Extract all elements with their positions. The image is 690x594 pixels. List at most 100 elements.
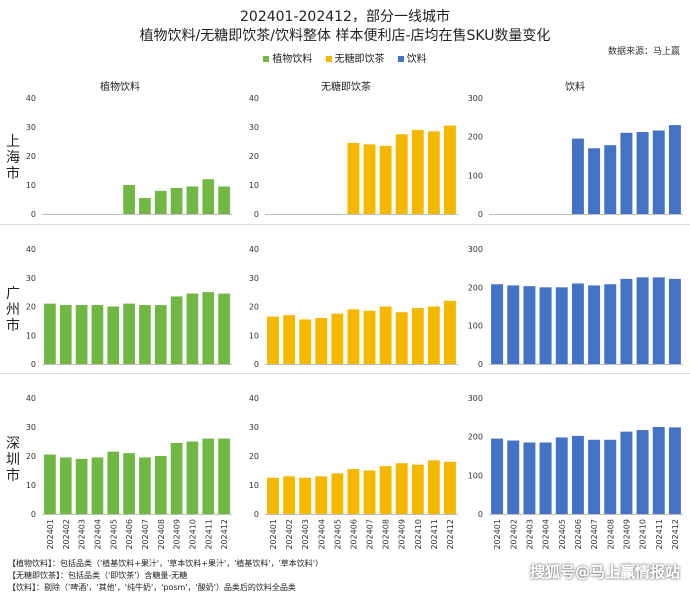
guangzhou-plant-drink-ytick-label: 40	[26, 245, 36, 254]
shenzhen-beverage-xtick-label: 202407	[590, 519, 599, 550]
shenzhen-beverage-bar-202412	[668, 427, 681, 514]
shanghai-beverage-bar-202410	[636, 132, 649, 214]
column-title-plant-drink: 植物饮料	[100, 82, 140, 93]
guangzhou-sugar-free-tea-ytick-label: 0	[254, 360, 259, 369]
shenzhen-sugar-free-tea-bar-202412	[444, 461, 456, 514]
legend: 植物饮料 无糖即饮茶 饮料	[0, 50, 690, 65]
shenzhen-plant-drink-xtick-label: 202411	[204, 519, 213, 550]
shenzhen-beverage-xtick-label: 202412	[671, 519, 680, 550]
note-sugar-free-tea: 【无糖即饮茶】：包括品类（'即饮茶'）含糖量-无糖	[8, 571, 188, 580]
shenzhen-beverage-bar-202406	[571, 435, 584, 514]
shenzhen-plant-drink-bar-202412	[218, 438, 230, 514]
shenzhen-plant-drink-xtick-label: 202405	[109, 519, 118, 550]
shanghai-sugar-free-tea-bar-202409	[395, 134, 408, 214]
column-title-sugar-free-tea: 无糖即饮茶	[321, 82, 371, 93]
shenzhen-beverage-xtick-label: 202406	[574, 519, 583, 550]
shanghai-sugar-free-tea-ytick-label: 40	[249, 94, 259, 103]
shenzhen-plant-drink-bar-202408	[154, 456, 167, 514]
guangzhou-sugar-free-tea-bar-202403	[299, 319, 312, 364]
shanghai-beverage-bar-202411	[652, 130, 665, 214]
guangzhou-plant-drink-ytick-label: 0	[31, 360, 36, 369]
shanghai-plant-drink-bar-202407	[139, 198, 151, 214]
shenzhen-plant-drink-bar-202411	[202, 438, 215, 514]
column-title-beverage: 饮料	[565, 82, 585, 93]
shenzhen-sugar-free-tea-ytick-label: 40	[249, 394, 259, 403]
guangzhou-plant-drink-bar-202412	[218, 293, 230, 364]
row-separator-2	[0, 373, 690, 374]
shanghai-sugar-free-tea-bar-202408	[379, 145, 392, 214]
shanghai-plant-drink-ytick-label: 10	[26, 181, 36, 190]
shanghai-plant-drink-ytick-label: 20	[26, 152, 36, 161]
guangzhou-beverage-ytick-label: 300	[468, 245, 483, 254]
shenzhen-beverage-xtick-label: 202405	[558, 519, 567, 550]
guangzhou-beverage-bar-202406	[571, 283, 584, 364]
guangzhou-sugar-free-tea-bar-202410	[411, 307, 424, 364]
shenzhen-beverage-xtick-label: 202409	[622, 519, 631, 550]
guangzhou-plant-drink-bar-202407	[139, 305, 151, 364]
guangzhou-plant-drink-bar-202411	[202, 292, 215, 365]
guangzhou-plant-drink-bar-202406	[123, 303, 135, 365]
shenzhen-beverage-bar-202404	[539, 442, 552, 514]
shenzhen-beverage-bar-202403	[523, 442, 536, 514]
shenzhen-sugar-free-tea-bar-202403	[299, 477, 312, 514]
guangzhou-beverage-bar-202401	[491, 284, 504, 364]
shanghai-plant-drink-bar-202410	[186, 186, 199, 214]
guangzhou-sugar-free-tea-ytick-label: 10	[249, 331, 259, 340]
shenzhen-sugar-free-tea-xtick-label: 202406	[349, 519, 358, 550]
guangzhou-beverage-bar-202405	[555, 287, 568, 364]
shanghai-beverage-bar-202408	[604, 145, 617, 214]
row-separator-1	[0, 224, 690, 225]
shenzhen-sugar-free-tea-xtick-label: 202403	[301, 519, 310, 550]
shenzhen-sugar-free-tea-bar-202406	[347, 469, 360, 514]
guangzhou-plant-drink-ytick-label: 10	[26, 331, 36, 340]
guangzhou-sugar-free-tea-ytick-label: 20	[249, 303, 259, 312]
shenzhen-sugar-free-tea-ytick-label: 30	[249, 423, 259, 432]
shanghai-sugar-free-tea-bar-202407	[363, 144, 376, 214]
shenzhen-sugar-free-tea-bar-202401	[267, 477, 279, 514]
shenzhen-beverage-xtick-label: 202403	[525, 519, 534, 550]
note-beverage: 【饮料】：剔除（'啤酒'，'其他'，'纯牛奶'，'posm'，'酸奶'）品类后的…	[8, 583, 296, 592]
guangzhou-plant-drink-bar-202403	[75, 305, 88, 364]
guangzhou-plant-drink-bar-202404	[91, 305, 104, 364]
shanghai-plant-drink-bar-202408	[154, 190, 167, 214]
shanghai-sugar-free-tea-ytick-label: 10	[249, 181, 259, 190]
guangzhou-beverage-bar-202410	[636, 277, 649, 364]
guangzhou-plant-drink-bar-202410	[186, 293, 199, 364]
shenzhen-beverage-bar-202408	[604, 439, 617, 514]
shenzhen-beverage-ytick-label: 100	[468, 471, 483, 480]
city-label-shanghai: 上海市	[6, 134, 20, 182]
guangzhou-sugar-free-tea-ytick-label: 40	[249, 245, 259, 254]
shanghai-beverage-bar-202412	[668, 125, 681, 214]
shenzhen-beverage-ytick-label: 300	[468, 394, 483, 403]
guangzhou-plant-drink-bar-202402	[59, 305, 72, 364]
shanghai-beverage-bar-202409	[620, 132, 633, 214]
shanghai-plant-drink-bar-202411	[202, 179, 215, 214]
legend-item-sugar-free-tea: 无糖即饮茶	[325, 50, 385, 65]
legend-swatch-beverage	[397, 56, 404, 62]
guangzhou-beverage-bar-202407	[588, 285, 601, 364]
chart-title-line1: 202401-202412，部分一线城市	[240, 9, 450, 25]
legend-item-plant-drink: 植物饮料	[263, 50, 312, 65]
guangzhou-beverage-ytick-label: 0	[478, 360, 483, 369]
shenzhen-plant-drink-xtick-label: 202409	[173, 519, 182, 550]
shanghai-plant-drink-ytick-label: 0	[31, 210, 36, 219]
shenzhen-sugar-free-tea-ytick-label: 10	[249, 481, 259, 490]
shanghai-beverage-bar-202406	[571, 138, 584, 214]
shenzhen-plant-drink-xtick-label: 202407	[141, 519, 150, 550]
data-source-note: 数据来源：马上赢	[607, 47, 680, 57]
shenzhen-beverage-bar-202405	[555, 437, 568, 514]
shanghai-beverage-ytick-label: 300	[468, 94, 483, 103]
shenzhen-plant-drink-bar-202409	[170, 442, 183, 514]
shenzhen-sugar-free-tea-ytick-label: 20	[249, 452, 259, 461]
shenzhen-plant-drink-xtick-label: 202408	[157, 519, 166, 550]
guangzhou-beverage-bar-202412	[668, 278, 681, 364]
shenzhen-beverage-bar-202402	[507, 440, 520, 514]
guangzhou-plant-drink-bar-202401	[44, 303, 56, 365]
guangzhou-beverage-bar-202409	[620, 278, 633, 364]
guangzhou-sugar-free-tea-bar-202408	[379, 306, 392, 364]
shanghai-sugar-free-tea-ytick-label: 20	[249, 152, 259, 161]
shenzhen-sugar-free-tea-xtick-label: 202407	[366, 519, 375, 550]
guangzhou-sugar-free-tea-bar-202401	[267, 316, 279, 364]
shenzhen-beverage-xtick-label: 202404	[542, 519, 551, 550]
